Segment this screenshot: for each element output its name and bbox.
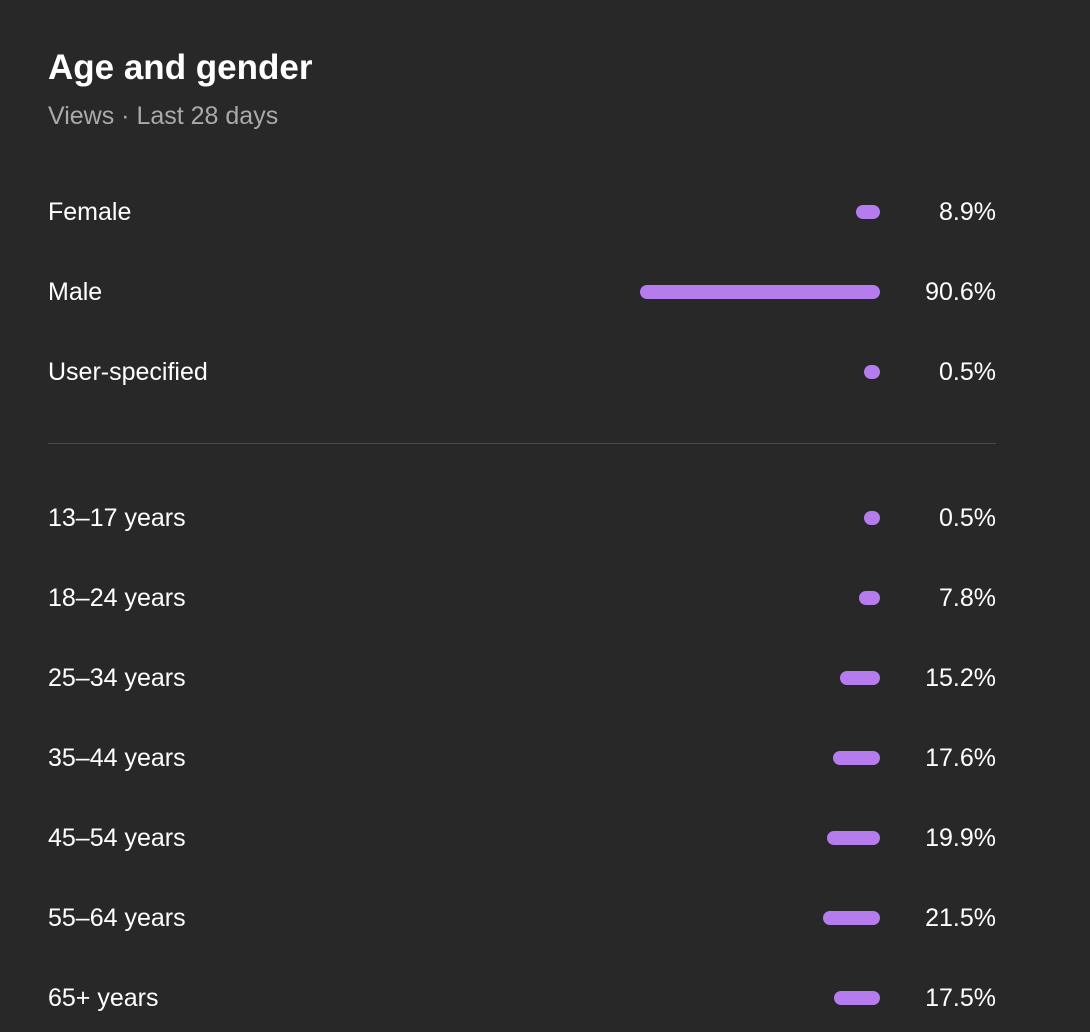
age-row: 65+ years 17.5% [48,978,996,1018]
age-row-label: 45–54 years [48,824,186,852]
age-row: 55–64 years 21.5% [48,898,996,938]
age-row-value: 15.2% [925,664,996,692]
age-row-label: 35–44 years [48,744,186,772]
gender-row-value: 8.9% [939,198,996,226]
age-row: 18–24 years 7.8% [48,578,996,618]
gender-row: Male 90.6% [48,272,996,312]
age-bar [834,991,880,1005]
age-row-value: 17.5% [925,984,996,1012]
gender-row-label: User-specified [48,358,208,386]
age-row-label: 55–64 years [48,904,186,932]
gender-bar [640,285,880,299]
gender-row: Female 8.9% [48,192,996,232]
age-row-label: 25–34 years [48,664,186,692]
age-row-value: 19.9% [925,824,996,852]
gender-row-label: Male [48,278,103,306]
age-bar-track [640,911,880,925]
age-row: 25–34 years 15.2% [48,658,996,698]
age-row-value: 0.5% [939,504,996,532]
gender-row-value: 0.5% [939,358,996,386]
age-bar-track [640,591,880,605]
card-subtitle: Views · Last 28 days [48,102,279,130]
gender-row-value: 90.6% [925,278,996,306]
gender-bar [856,205,880,219]
age-bar-track [640,991,880,1005]
age-row: 35–44 years 17.6% [48,738,996,778]
age-bar [859,591,880,605]
age-bar [823,911,880,925]
age-bar-track [640,511,880,525]
age-bar-track [640,751,880,765]
age-row-value: 7.8% [939,584,996,612]
gender-bar-track [640,285,880,299]
age-row-value: 21.5% [925,904,996,932]
age-bar [840,671,880,685]
section-divider [48,443,996,444]
gender-bar-track [640,205,880,219]
gender-row-label: Female [48,198,132,226]
gender-bar-track [640,365,880,379]
age-bar [833,751,880,765]
age-row: 45–54 years 19.9% [48,818,996,858]
age-row-value: 17.6% [925,744,996,772]
age-row: 13–17 years 0.5% [48,498,996,538]
age-bar [827,831,880,845]
card-title: Age and gender [48,48,313,87]
age-bar-track [640,831,880,845]
gender-bar [864,365,880,379]
age-row-label: 18–24 years [48,584,186,612]
age-bar-track [640,671,880,685]
gender-row: User-specified 0.5% [48,352,996,392]
age-bar [864,511,880,525]
age-row-label: 13–17 years [48,504,186,532]
age-row-label: 65+ years [48,984,159,1012]
